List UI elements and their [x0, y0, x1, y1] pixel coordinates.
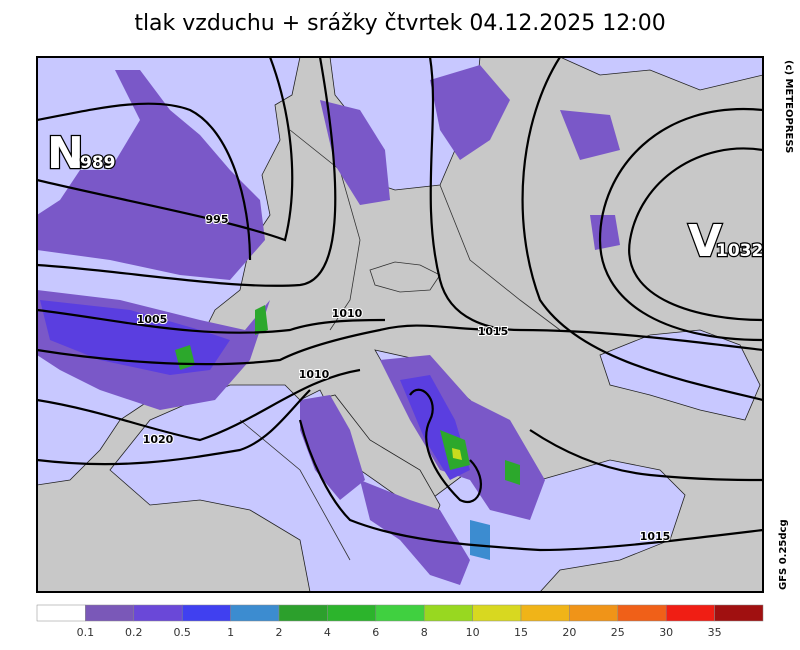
copyright: (c) METEOPRESS [783, 60, 794, 153]
colorbar-swatch [85, 604, 135, 622]
colorbar-label: 4 [324, 626, 331, 639]
colorbar: 0.1 0.2 0.5 1 2 4 6 8 10 15 20 25 30 35 [36, 604, 764, 639]
colorbar-swatch [423, 604, 473, 622]
colorbar-label: 15 [514, 626, 528, 639]
colorbar-swatch [133, 604, 183, 622]
model-label: GFS 0.25dcg [778, 519, 789, 590]
colorbar-label: 30 [659, 626, 673, 639]
colorbar-swatch [472, 604, 522, 622]
isobar-label: 1005 [137, 313, 168, 326]
high-letter: V [688, 216, 722, 267]
high-value: 1032 [716, 241, 763, 261]
colorbar-label: 6 [372, 626, 379, 639]
isobar-labels: 995 1005 1010 1010 1015 1020 1015 [136, 212, 672, 544]
colorbar-swatch [230, 604, 280, 622]
colorbar-label: 0.1 [77, 626, 95, 639]
isobar-label: 1015 [478, 325, 509, 338]
colorbar-swatch [569, 604, 619, 622]
title: tlak vzduchu + srážky čtvrtek 04.12.2025… [134, 11, 665, 36]
pressure-high: V 1032 [687, 215, 765, 269]
colorbar-label: 35 [708, 626, 722, 639]
colorbar-swatch [520, 604, 570, 622]
isobar-label: 1020 [143, 433, 174, 446]
colorbar-swatch [36, 604, 86, 622]
colorbar-label: 2 [276, 626, 283, 639]
colorbar-label: 0.2 [125, 626, 143, 639]
low-value: 989 [80, 153, 116, 173]
colorbar-swatch [714, 604, 764, 622]
colorbar-swatch [617, 604, 667, 622]
pressure-low: N 989 [46, 127, 117, 181]
isobar-label: 1010 [332, 307, 363, 320]
colorbar-label: 8 [421, 626, 428, 639]
isobar-label: 1015 [640, 530, 671, 543]
isobar-label: 1010 [299, 368, 330, 381]
colorbar-label: 0.5 [173, 626, 191, 639]
colorbar-label: 10 [466, 626, 480, 639]
colorbar-swatch [327, 604, 377, 622]
map [36, 56, 764, 593]
colorbar-swatch [665, 604, 715, 622]
colorbar-swatch [278, 604, 328, 622]
low-letter: N [47, 128, 84, 179]
colorbar-label: 25 [611, 626, 625, 639]
isobar-label: 995 [206, 213, 229, 226]
colorbar-swatch [181, 604, 231, 622]
colorbar-label: 20 [562, 626, 576, 639]
colorbar-swatch [375, 604, 425, 622]
colorbar-label: 1 [227, 626, 234, 639]
